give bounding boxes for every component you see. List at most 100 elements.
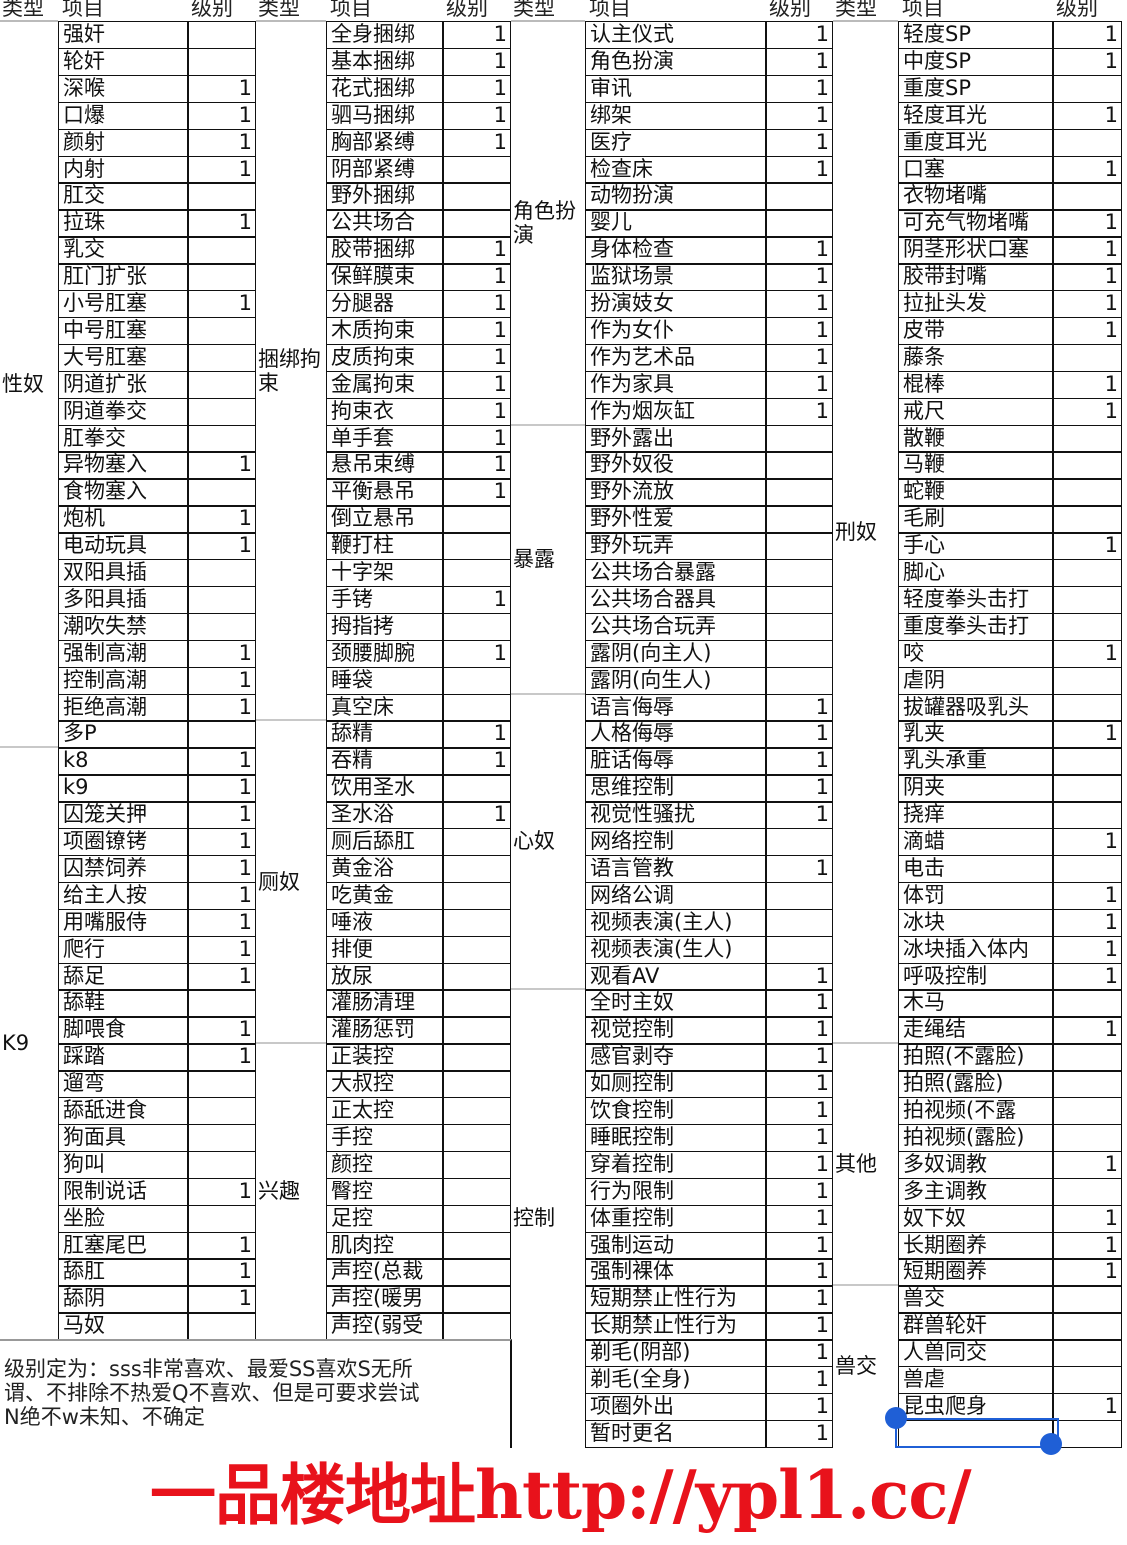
level-cell[interactable]	[442, 1123, 511, 1153]
level-cell[interactable]: 1	[187, 639, 256, 669]
level-cell[interactable]: 1	[187, 128, 256, 157]
level-cell[interactable]: 1	[1052, 397, 1122, 426]
item-cell[interactable]: 体重控制	[585, 1204, 767, 1233]
item-cell[interactable]: 正太控	[326, 1097, 444, 1126]
item-cell[interactable]: 阴夹	[898, 774, 1054, 803]
item-cell[interactable]: 放尿	[326, 962, 444, 991]
item-cell[interactable]: 声控(暖男	[326, 1285, 444, 1314]
item-cell[interactable]: 藤条	[898, 343, 1054, 373]
level-cell[interactable]	[765, 559, 833, 588]
item-cell[interactable]: 电动玩具	[58, 532, 189, 561]
level-cell[interactable]: 1	[187, 505, 256, 534]
item-cell[interactable]: 剃毛(全身)	[585, 1366, 767, 1395]
level-cell[interactable]: 1	[1052, 881, 1122, 911]
level-cell[interactable]	[1052, 424, 1122, 453]
level-cell[interactable]	[187, 720, 256, 749]
item-cell[interactable]: 群兽轮奸	[898, 1312, 1054, 1341]
level-cell[interactable]: 1	[765, 962, 833, 991]
level-cell[interactable]: 1	[765, 1285, 833, 1314]
item-cell[interactable]: 扮演妓女	[585, 290, 767, 319]
item-cell[interactable]: 舔足	[58, 962, 189, 991]
item-cell[interactable]: 限制说话	[58, 1177, 189, 1207]
level-cell[interactable]: 1	[442, 801, 511, 830]
level-cell[interactable]: 1	[765, 290, 833, 319]
level-cell[interactable]	[1052, 182, 1122, 211]
level-cell[interactable]	[442, 209, 511, 238]
item-cell[interactable]: 公共场合	[326, 209, 444, 238]
item-cell[interactable]: 多阳具插	[58, 585, 189, 615]
item-cell[interactable]: 脚心	[898, 559, 1054, 588]
level-cell[interactable]: 1	[442, 101, 511, 131]
level-cell[interactable]: 1	[1052, 236, 1122, 265]
item-cell[interactable]: 医疗	[585, 128, 767, 157]
level-cell[interactable]: 1	[187, 881, 256, 911]
item-cell[interactable]: 手铐	[326, 585, 444, 615]
level-cell[interactable]: 1	[1052, 720, 1122, 749]
level-cell[interactable]	[765, 182, 833, 211]
item-cell[interactable]: 重度SP	[898, 74, 1054, 104]
level-cell[interactable]: 1	[442, 74, 511, 104]
item-cell[interactable]: 拉珠	[58, 209, 189, 238]
item-cell[interactable]: 口爆	[58, 101, 189, 131]
item-cell[interactable]: 内射	[58, 155, 189, 184]
level-cell[interactable]	[1052, 1366, 1122, 1395]
item-cell[interactable]: 马鞭	[898, 451, 1054, 480]
level-cell[interactable]	[442, 854, 511, 884]
level-cell[interactable]: 1	[187, 908, 256, 938]
item-cell[interactable]: 走绳结	[898, 1016, 1054, 1045]
level-cell[interactable]: 1	[1052, 263, 1122, 292]
item-cell[interactable]: 公共场合暴露	[585, 559, 767, 588]
item-cell[interactable]: 皮带	[898, 316, 1054, 346]
level-cell[interactable]: 1	[765, 21, 833, 50]
level-cell[interactable]	[442, 1231, 511, 1260]
item-cell[interactable]: 剃毛(阴部)	[585, 1339, 767, 1368]
item-cell[interactable]: 冰块插入体内	[898, 935, 1054, 964]
level-cell[interactable]: 1	[187, 209, 256, 238]
item-cell[interactable]: 中号肛塞	[58, 316, 189, 346]
level-cell[interactable]	[765, 935, 833, 964]
level-cell[interactable]	[442, 828, 511, 857]
level-cell[interactable]: 1	[765, 74, 833, 104]
level-cell[interactable]	[765, 612, 833, 642]
item-cell[interactable]: 悬吊束缚	[326, 451, 444, 480]
level-cell[interactable]	[1052, 1285, 1122, 1314]
item-cell[interactable]: k9	[58, 774, 189, 803]
item-cell[interactable]: 思维控制	[585, 774, 767, 803]
item-cell[interactable]: 舔舐进食	[58, 1097, 189, 1126]
level-cell[interactable]	[1052, 1097, 1122, 1126]
level-cell[interactable]: 1	[187, 1043, 256, 1072]
item-cell[interactable]: 灌肠惩罚	[326, 1016, 444, 1045]
level-cell[interactable]	[765, 424, 833, 453]
item-cell[interactable]: 野外捆绑	[326, 182, 444, 211]
level-cell[interactable]	[442, 155, 511, 184]
item-cell[interactable]: 基本捆绑	[326, 47, 444, 77]
item-cell[interactable]: 饮用圣水	[326, 774, 444, 803]
level-cell[interactable]: 1	[1052, 155, 1122, 184]
item-cell[interactable]: 花式捆绑	[326, 74, 444, 104]
level-cell[interactable]	[1052, 693, 1122, 722]
level-cell[interactable]	[1052, 1070, 1122, 1099]
item-cell[interactable]: 咬	[898, 639, 1054, 669]
level-cell[interactable]: 1	[187, 747, 256, 776]
level-cell[interactable]: 1	[187, 801, 256, 830]
item-cell[interactable]: 坐脸	[58, 1204, 189, 1233]
item-cell[interactable]: 胶带捆绑	[326, 236, 444, 265]
level-cell[interactable]: 1	[765, 1339, 833, 1368]
item-cell[interactable]: 唾液	[326, 908, 444, 938]
item-cell[interactable]: 颜射	[58, 128, 189, 157]
level-cell[interactable]	[442, 1204, 511, 1233]
item-cell[interactable]: 轮奸	[58, 47, 189, 77]
item-cell[interactable]: 遛弯	[58, 1070, 189, 1099]
item-cell[interactable]: 轻度SP	[898, 21, 1054, 50]
item-cell[interactable]: 作为艺术品	[585, 343, 767, 373]
item-cell[interactable]: 手心	[898, 532, 1054, 561]
level-cell[interactable]: 1	[1052, 21, 1122, 50]
item-cell[interactable]: 全身捆绑	[326, 21, 444, 50]
item-cell[interactable]: 长期禁止性行为	[585, 1312, 767, 1341]
item-cell[interactable]: 拘束衣	[326, 397, 444, 426]
level-cell[interactable]	[442, 1097, 511, 1126]
item-cell[interactable]: 吃黄金	[326, 881, 444, 911]
level-cell[interactable]: 1	[765, 343, 833, 373]
level-cell[interactable]	[1052, 1312, 1122, 1341]
item-cell[interactable]: 吞精	[326, 747, 444, 776]
